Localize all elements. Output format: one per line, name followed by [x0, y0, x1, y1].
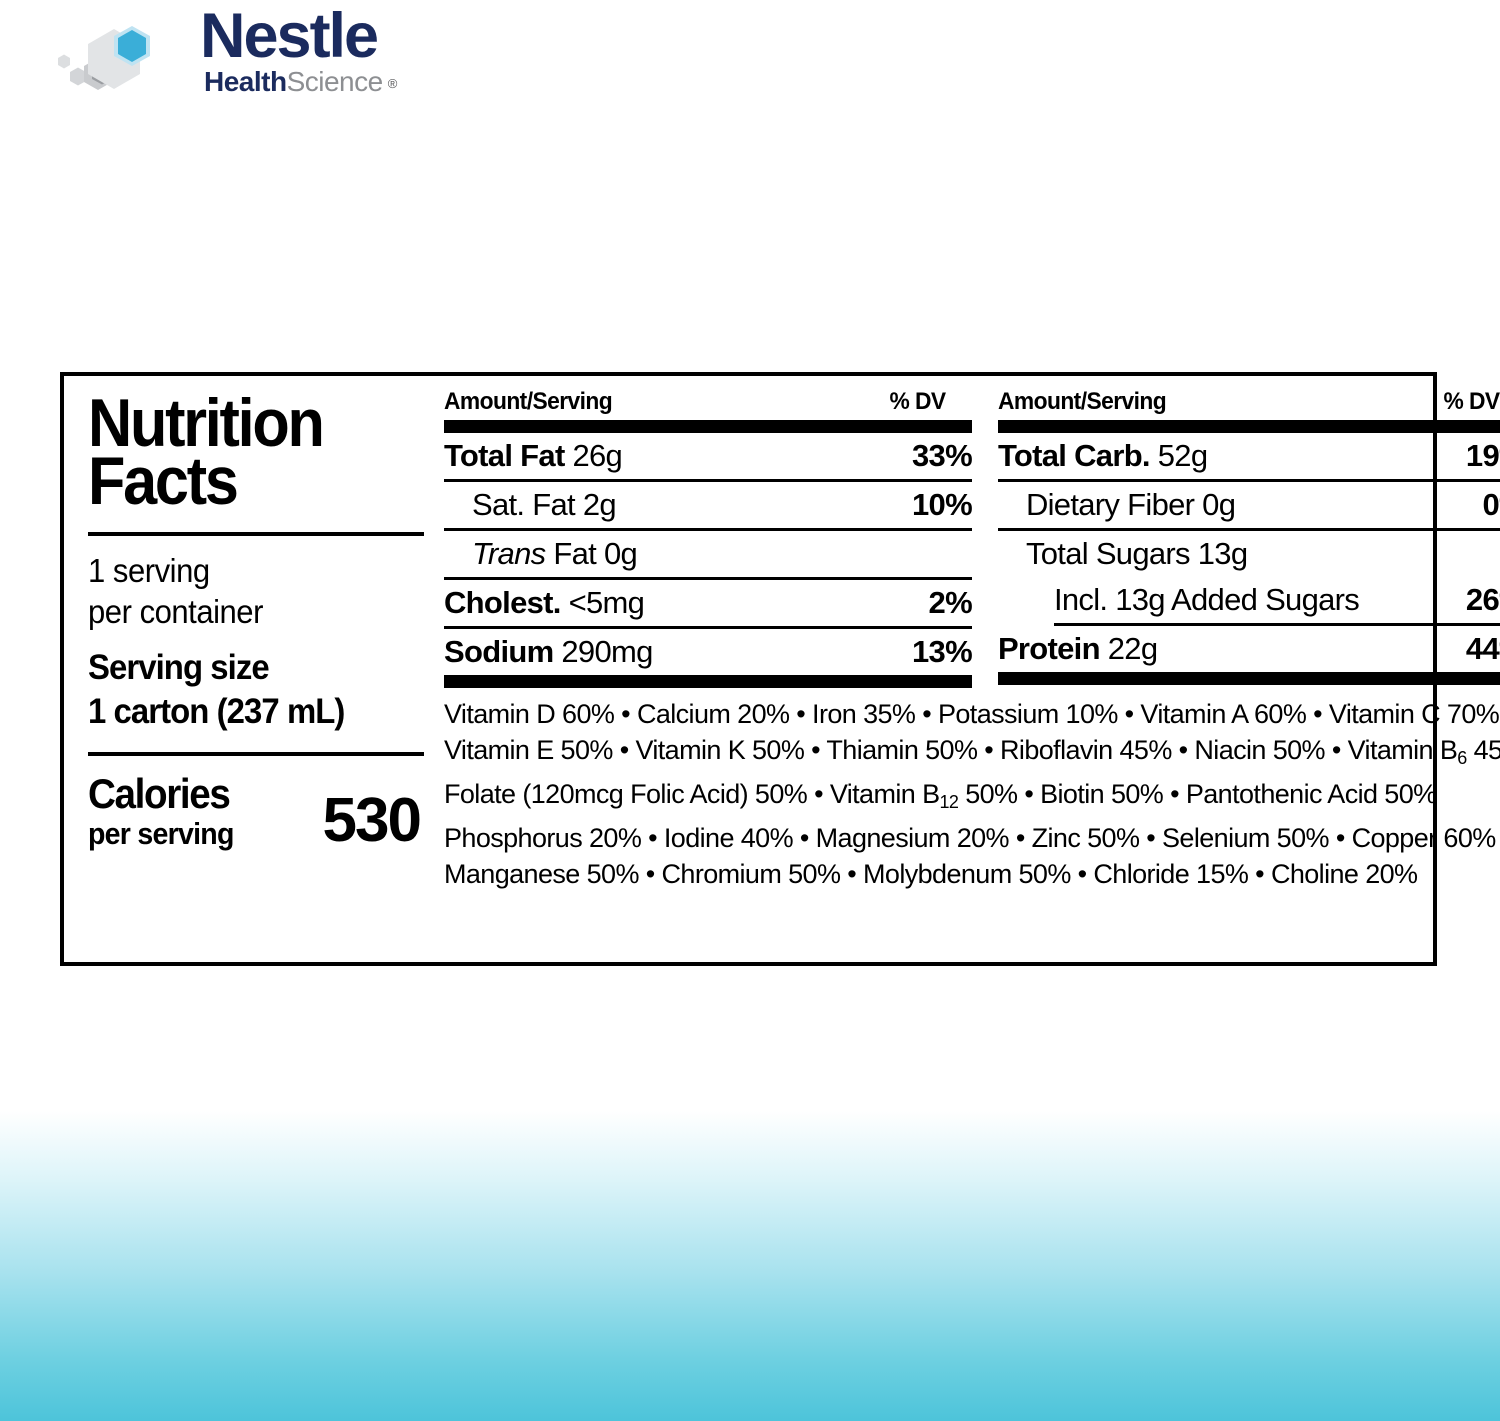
label-title: Nutrition Facts [88, 385, 392, 519]
nutrient-dv: 26% [1465, 582, 1500, 617]
table-row: Total Fat 26g 33% [444, 433, 973, 482]
calories-sublabel: per serving [88, 816, 234, 851]
brand-wordmark: Nestle HealthScience ® [168, 1, 448, 103]
brand-sub-health: Health [204, 66, 287, 97]
nutrient-name: Incl. 13g Added Sugars [1053, 582, 1360, 617]
thick-bar-bottom-left [444, 675, 972, 688]
vitamins-minerals-list: Vitamin D 60% • Calcium 20% • Iron 35% •… [444, 688, 1500, 892]
column-header-amount-right: Amount/Serving [997, 388, 1167, 415]
nutrient-name: Trans Fat 0g [472, 536, 638, 571]
vitamins-line: Manganese 50% • Chromium 50% • Molybdenu… [444, 859, 1418, 889]
nutrient-dv: 10% [911, 487, 973, 522]
nutrient-columns: Amount/Serving % DV Total Fat 26g 33% Sa… [444, 388, 1500, 688]
nutrient-dv: 19% [1465, 438, 1500, 473]
vitamins-line: Vitamin D 60% • Calcium 20% • Iron 35% •… [444, 699, 1500, 729]
label-right-area: Amount/Serving % DV Total Fat 26g 33% Sa… [444, 376, 1500, 962]
nutrient-name: Total Carb. 52g [997, 438, 1208, 473]
servings-per-container: 1 serving per container [88, 550, 406, 632]
vitamins-line: Phosphorus 20% • Iodine 40% • Magnesium … [444, 823, 1496, 853]
nutrient-dv: 13% [911, 634, 973, 669]
table-row: Incl. 13g Added Sugars 26% [1053, 577, 1500, 626]
nutrient-column-left: Amount/Serving % DV Total Fat 26g 33% Sa… [444, 388, 973, 688]
divider-under-serving-size [88, 752, 424, 756]
calories-text: Calories per serving [88, 772, 323, 852]
table-row: Protein 22g 44% [998, 626, 1500, 672]
table-row: Cholest. <5mg 2% [444, 580, 973, 629]
column-header-dv-left: % DV [889, 388, 947, 415]
table-row: Dietary Fiber 0g 0% [997, 482, 1500, 531]
servings-line2: per container [88, 593, 263, 630]
calories-block: Calories per serving 530 [88, 772, 426, 852]
serving-size-label: Serving size [88, 648, 270, 687]
nutrition-facts-label: Nutrition Facts 1 serving per container … [60, 372, 1500, 966]
label-left-panel: Nutrition Facts 1 serving per container … [64, 376, 444, 962]
nutrient-dv: 33% [911, 438, 973, 473]
nutrient-name: Total Sugars 13g [1025, 536, 1248, 571]
thick-bar-right [997, 420, 1500, 433]
table-row: Sodium 290mg 13% [444, 629, 973, 675]
bottom-gradient-band [0, 1111, 1500, 1421]
label-title-line2: Facts [88, 443, 239, 519]
divider-under-title [88, 532, 424, 536]
calories-label: Calories [88, 770, 231, 817]
nestle-hexagon-mark-icon [48, 14, 178, 100]
column-header-amount-left: Amount/Serving [444, 388, 613, 415]
brand-logo: Nestle HealthScience ® [48, 1, 448, 106]
nutrient-dv: 2% [928, 585, 973, 620]
vitamins-line: Vitamin E 50% • Vitamin K 50% • Thiamin … [444, 735, 1500, 768]
table-row: Trans Fat 0g [444, 531, 972, 580]
nutrient-name: Sat. Fat 2g [472, 487, 617, 522]
calories-value: 530 [322, 786, 422, 855]
table-row: Sat. Fat 2g 10% [444, 482, 973, 531]
nutrient-column-right: Amount/Serving % DV Total Carb. 52g 19% … [997, 388, 1500, 688]
column-header-left: Amount/Serving % DV [444, 388, 946, 420]
column-header-right: Amount/Serving % DV [998, 388, 1500, 420]
servings-line1: 1 serving [88, 552, 210, 589]
nutrient-name: Dietary Fiber 0g [1025, 487, 1236, 522]
nutrient-dv: 0% [1482, 487, 1500, 522]
brand-name: Nestle [200, 1, 379, 71]
thick-bar-bottom-right [997, 672, 1500, 685]
thick-bar-left [444, 420, 972, 433]
nutrient-name: Sodium 290mg [444, 634, 653, 669]
nutrient-dv: 44% [1465, 631, 1500, 666]
column-header-dv-right: % DV [1443, 388, 1500, 415]
vitamins-line: Folate (120mcg Folic Acid) 50% • Vitamin… [444, 779, 1437, 812]
brand-sub-science: Science [286, 66, 384, 97]
nutrient-name: Total Fat 26g [444, 438, 623, 473]
nutrient-name: Cholest. <5mg [444, 585, 645, 620]
label-title-line1: Nutrition [88, 385, 325, 461]
registered-trademark-icon: ® [387, 76, 398, 91]
serving-size-value: 1 carton (237 mL) [88, 692, 345, 731]
brand-sub-wordmark: HealthScience ® [168, 66, 448, 103]
table-row: Total Sugars 13g [998, 531, 1500, 577]
table-row: Total Carb. 52g 19% [997, 433, 1500, 482]
nutrient-name: Protein 22g [997, 631, 1158, 666]
